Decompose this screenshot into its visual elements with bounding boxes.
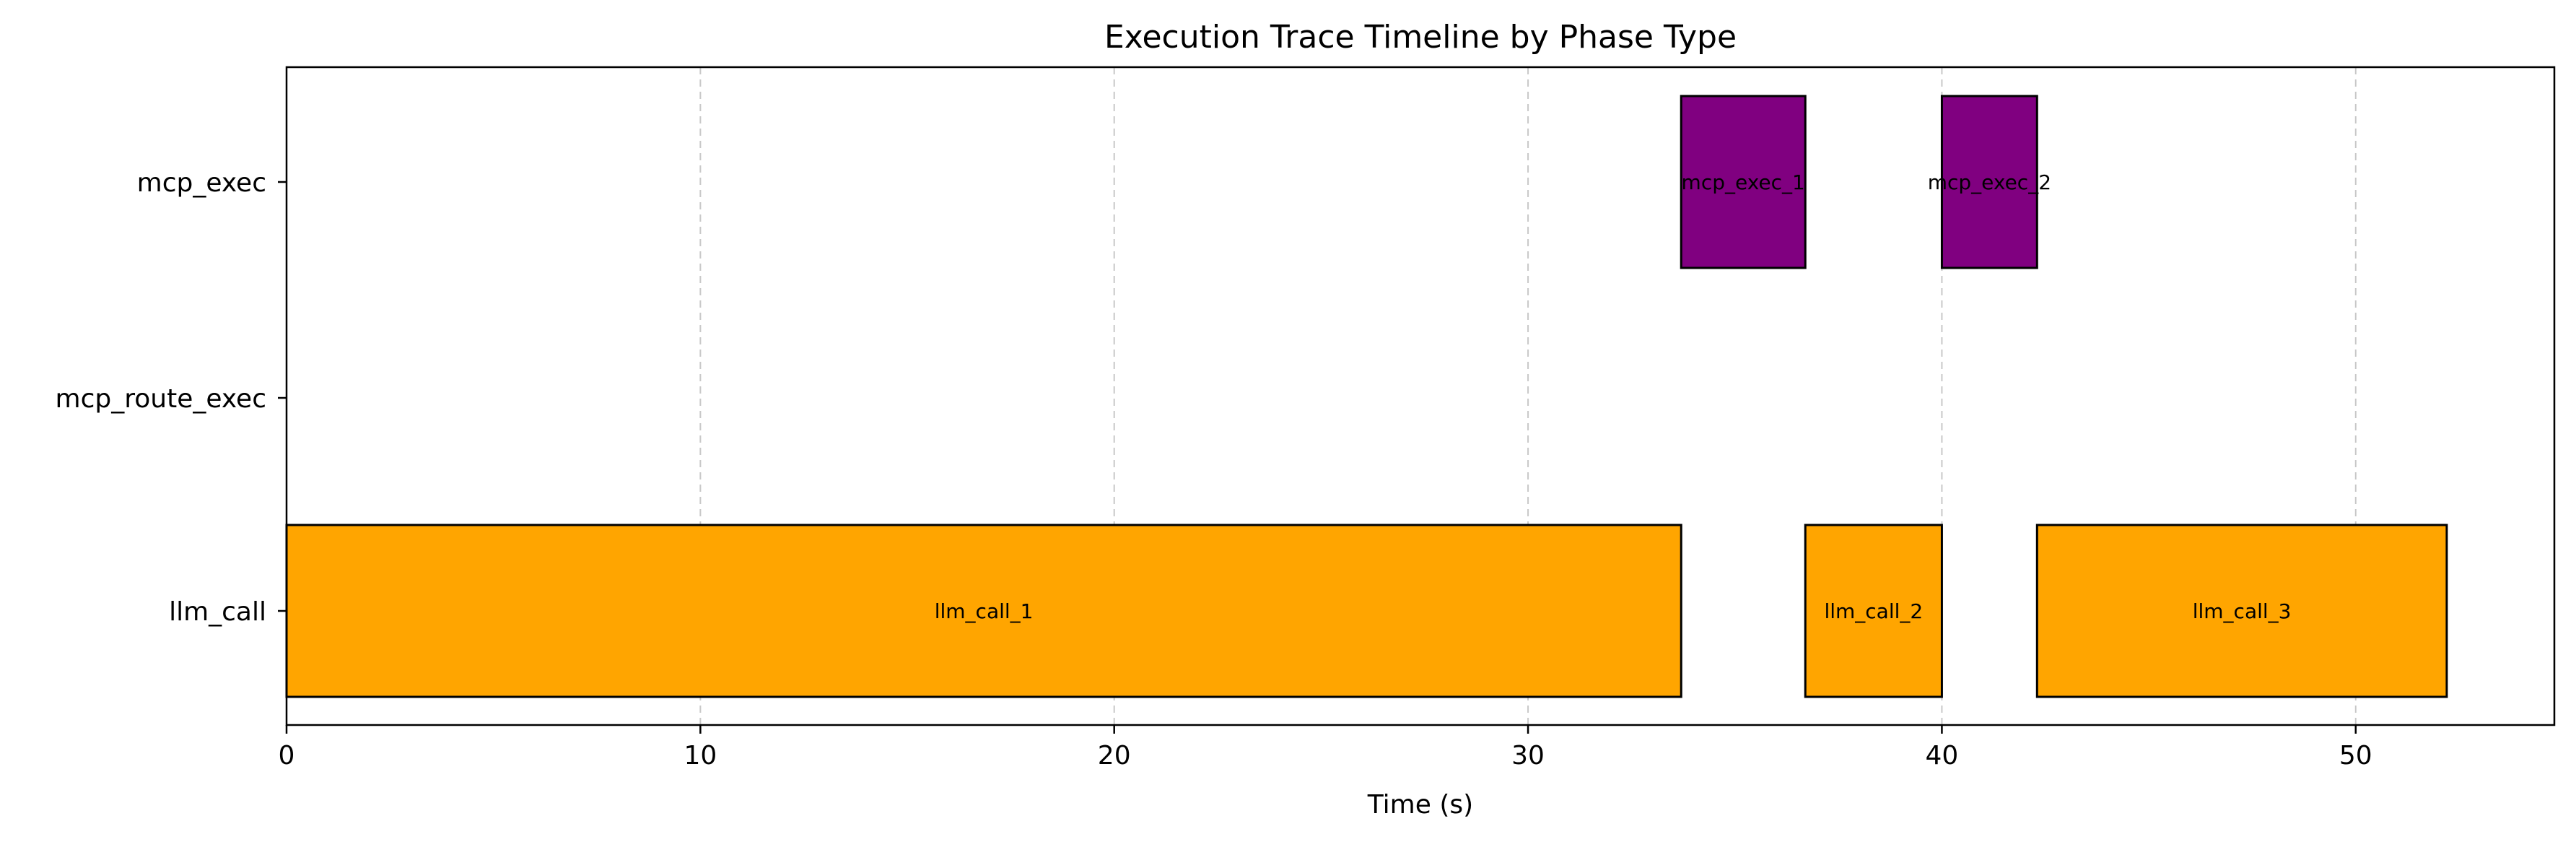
bars: llm_call_1 mcp_exec_1 llm_call_2 mcp_exec_2… bbox=[285, 95, 2448, 698]
y-tick-label: mcp_exec bbox=[137, 168, 266, 198]
x-tick-label: 50 bbox=[2339, 741, 2372, 771]
y-tick-label: mcp_route_exec bbox=[56, 384, 266, 414]
y-tick-label: llm_call bbox=[169, 597, 266, 627]
x-tick-label: 0 bbox=[279, 741, 295, 771]
x-tick-label: 30 bbox=[1511, 741, 1545, 771]
plot-frame bbox=[285, 66, 2556, 726]
x-tick-label: 40 bbox=[1926, 741, 1959, 771]
chart-title: Execution Trace Timeline by Phase Type bbox=[1104, 19, 1737, 56]
timeline-bar bbox=[2035, 524, 2448, 698]
timeline-bar bbox=[1804, 524, 1943, 698]
ticks: 0 10 20 30 40 50 llm_call mcp_route_exec mcp_exe… bbox=[56, 168, 2372, 771]
x-axis-label: Time (s) bbox=[1367, 790, 1473, 820]
timeline-bar bbox=[285, 524, 1682, 698]
bar-label: mcp_exec_2 bbox=[1928, 170, 2051, 194]
x-tick-label: 20 bbox=[1098, 741, 1131, 771]
bar-label: llm_call_2 bbox=[1824, 599, 1923, 623]
bar-label: mcp_exec_1 bbox=[1682, 170, 1805, 194]
timeline-bar bbox=[1680, 95, 1807, 269]
timeline-bar bbox=[1940, 95, 2038, 269]
bar-label: llm_call_1 bbox=[935, 599, 1034, 623]
bar-label: llm_call_3 bbox=[2193, 599, 2292, 623]
x-tick-label: 10 bbox=[684, 741, 717, 771]
